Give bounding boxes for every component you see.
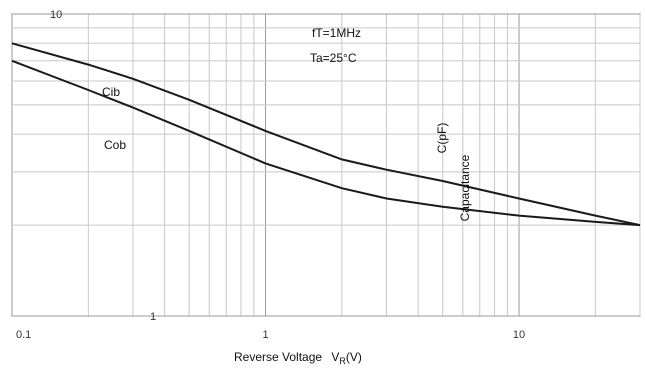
x-axis-label-subscript: R xyxy=(339,356,346,366)
annotation-temperature: Ta=25°C xyxy=(310,51,357,65)
y-tick-10: 10 xyxy=(50,9,62,21)
x-axis-label-text: Reverse Voltage xyxy=(234,350,322,364)
x-tick-1: 1 xyxy=(262,329,268,341)
label-layer: 10 1 0.1 1 10 fT=1MHz Ta=25°C Cib Cob C(… xyxy=(16,9,525,366)
series-line-cib xyxy=(11,42,641,227)
x-tick-0-1: 0.1 xyxy=(16,329,31,341)
x-axis-label-symbol: V xyxy=(331,350,339,364)
series-layer xyxy=(11,42,641,227)
x-axis-label: Reverse Voltage VR(V) xyxy=(234,350,362,366)
x-tick-10: 10 xyxy=(513,329,525,341)
x-axis-label-unit: (V) xyxy=(346,350,362,364)
series-label-cob: Cob xyxy=(104,138,126,152)
y-axis-unit: C(pF) xyxy=(435,123,449,154)
y-tick-1: 1 xyxy=(150,311,156,323)
series-label-cib: Cib xyxy=(102,85,120,99)
annotation-frequency: fT=1MHz xyxy=(312,26,361,40)
grid xyxy=(11,13,641,317)
series-line-cob xyxy=(11,59,641,227)
y-axis-label: Capacitance xyxy=(458,154,472,221)
